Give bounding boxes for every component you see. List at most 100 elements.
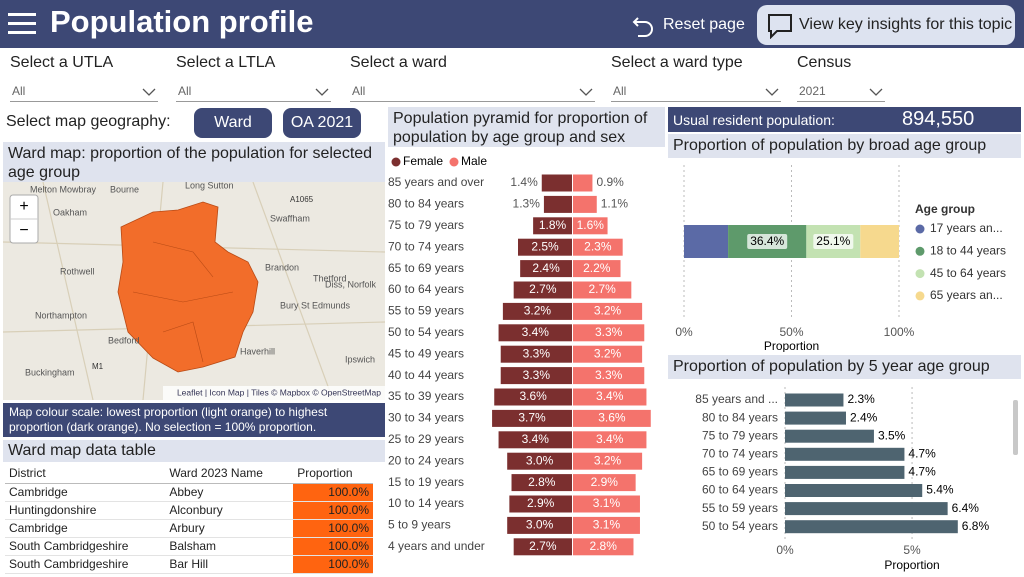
geography-button[interactable]: Ward [194,108,272,138]
filter-label: Select a ward type [611,54,743,71]
pyramid-bar [573,388,647,406]
header: Population profile Reset page View key i… [0,0,1024,48]
value-label: 2.8% [590,539,618,553]
legend-label: 45 to 64 years [930,266,1006,280]
pyramid-bar [494,388,572,406]
filter-dropdown[interactable]: All [10,82,158,102]
filter-label: Select a UTLA [10,54,114,71]
value-label: 4.7% [908,465,936,479]
filter-label: Select a LTLA [176,54,276,71]
category-label: 5 to 9 years [388,518,451,532]
broad-title: Proportion of population by broad age gr… [668,134,1021,158]
pyramid-bar [573,516,640,534]
zoom-in[interactable]: + [19,198,28,215]
value-label: 2.5% [531,239,559,253]
map-scale-note: Map colour scale: lowest proportion (lig… [3,403,385,437]
value-label: 3.5% [878,428,906,442]
ward-boundary [152,241,214,278]
reset-icon[interactable] [632,14,656,38]
category-label: 4 years and under [388,539,485,553]
pyramid-bar [520,260,572,278]
place-label: Oakham [53,207,87,217]
proportion-cell: 100.0% [293,501,373,519]
bar [785,447,905,461]
legend-label: 65 years an... [930,288,1003,302]
filter-value: All [613,84,627,98]
place-label: Ipswich [345,354,375,364]
value-label: 1.8% [539,218,567,232]
table-row: Cambridge Abbey 100.0% [5,483,373,501]
insights-button[interactable]: View key insights for this topic [757,5,1015,45]
filter-dropdown[interactable]: All [176,82,331,102]
table-row: South Cambridgeshire Bar Hill 100.0% [5,555,373,573]
road-label: M1 [92,362,104,371]
table-cell: Cambridge [9,521,68,535]
geography-button[interactable]: OA 2021 [283,108,361,138]
stacked-segment [684,225,729,258]
bar [785,502,948,516]
chevron-path [315,88,329,96]
pyramid-bar [513,281,572,299]
value-label: 6.8% [962,519,990,533]
table-cell: Abbey [169,485,204,499]
pyramid-bar [573,238,623,256]
value-label-bg [813,234,854,249]
reset-button[interactable]: Reset page [663,16,745,33]
kpi-card: Usual resident population: 894,550 [668,107,1021,132]
pyramid-bar [573,324,645,342]
category-label: 60 to 64 years [702,483,778,497]
filter-value: 2021 [799,84,826,98]
place-label: Diss, Norfolk [325,279,377,289]
pyramid-bar [573,302,643,320]
filter-label: Census [797,54,852,71]
bar [785,520,958,534]
category-label: 50 to 54 years [388,325,464,339]
pyramid-bar [573,452,643,470]
filter-dropdown[interactable]: 2021 [797,82,885,102]
filter-dropdown[interactable]: All [611,82,781,102]
map[interactable]: Melton Mowbray Bourne Long Sutton Oakham Swa… [3,182,385,400]
pyramid-bar [507,452,572,470]
column-header[interactable]: District [5,463,166,484]
filter-dropdown[interactable]: All [350,82,595,102]
geography-label: Select map geography: [6,113,171,130]
value-label: 2.3% [584,239,612,253]
bar [785,465,905,479]
place-label: Buckingham [25,367,75,377]
pyramid-bar [492,409,572,427]
proportion-cell: 100.0% [293,537,373,555]
chevron [869,88,883,96]
value-label: 1.6% [577,218,605,232]
menu-icon[interactable] [8,12,38,36]
pyramid-bar [573,260,621,278]
map-attribution: Leaflet | Icon Map | Tiles © Mapbox © Op… [177,387,381,397]
category-label: 60 to 64 years [388,282,464,296]
pyramid-bar [502,302,572,320]
value-label: 3.4% [596,432,624,446]
five-title: Proportion of population by 5 year age g… [668,355,1021,379]
column-header[interactable]: Proportion [293,463,373,484]
table-row: Cambridge Arbury 100.0% [5,519,373,537]
column-header[interactable]: Ward 2023 Name [165,463,294,484]
map-title: Ward map: proportion of the population f… [3,142,385,182]
x-axis-title: Proportion [764,339,819,352]
scrollbar[interactable] [1013,400,1018,455]
table-cell: South Cambridgeshire [9,557,129,571]
kpi-label: Usual resident population: [673,112,835,128]
table-cell: Bar Hill [169,557,209,571]
place-label: Bourne [110,184,139,194]
legend-title: Age group [915,202,975,216]
category-label: 30 to 34 years [388,411,464,425]
place-label: Bedford [108,335,140,345]
attribution-bg [163,386,385,400]
zoom-out[interactable]: − [19,222,28,239]
chevron [579,88,593,96]
pyramid-bar [573,409,651,427]
legend-marker [391,157,401,167]
pyramid-bar [513,538,572,556]
insights-icon [768,14,792,39]
place-label: Bury St Edmunds [280,300,351,310]
proportion-cell: 100.0% [293,483,373,501]
